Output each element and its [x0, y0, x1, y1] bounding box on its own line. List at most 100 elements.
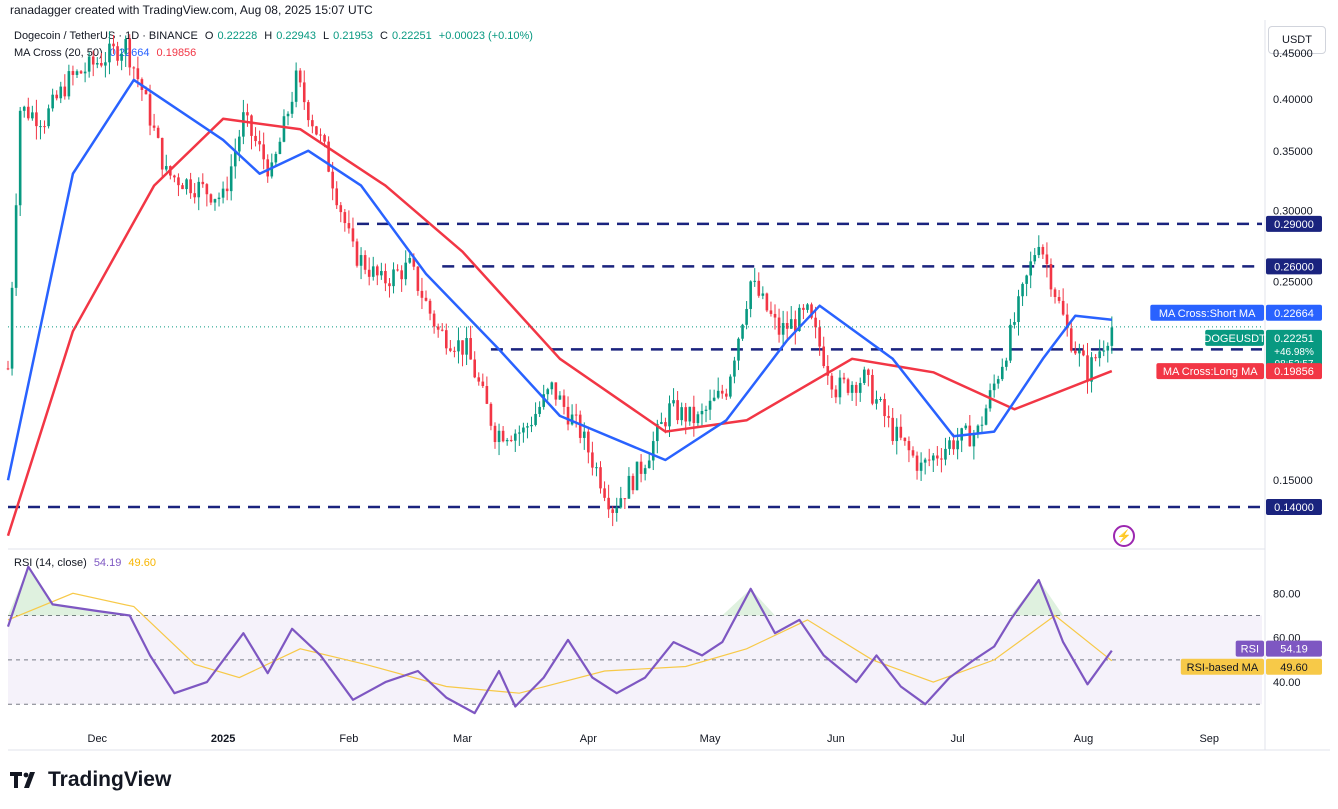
- candle-body[interactable]: [1009, 324, 1012, 361]
- candle-body[interactable]: [83, 71, 87, 74]
- candle-body[interactable]: [294, 70, 298, 102]
- candle-body[interactable]: [315, 126, 318, 135]
- candle-body[interactable]: [392, 269, 395, 287]
- candle-body[interactable]: [818, 327, 821, 347]
- candle-body[interactable]: [485, 386, 489, 404]
- candle-body[interactable]: [290, 101, 294, 114]
- candle-body[interactable]: [615, 507, 619, 513]
- candle-body[interactable]: [400, 270, 403, 280]
- candle-body[interactable]: [298, 70, 302, 83]
- candle-body[interactable]: [826, 366, 830, 376]
- candle-body[interactable]: [538, 406, 541, 414]
- candle-body[interactable]: [956, 440, 959, 450]
- candle-body[interactable]: [684, 407, 688, 422]
- candle-body[interactable]: [18, 110, 22, 206]
- candle-body[interactable]: [481, 381, 485, 387]
- candle-body[interactable]: [449, 348, 452, 351]
- candle-body[interactable]: [700, 410, 704, 415]
- candle-body[interactable]: [197, 181, 201, 198]
- candle-body[interactable]: [1005, 360, 1008, 367]
- candle-body[interactable]: [343, 212, 347, 224]
- candle-body[interactable]: [177, 177, 180, 186]
- candle-body[interactable]: [246, 112, 249, 116]
- candle-body[interactable]: [1057, 297, 1061, 301]
- ma-legend-name[interactable]: MA Cross (20, 50): [14, 47, 103, 59]
- candle-body[interactable]: [420, 290, 424, 298]
- candle-body[interactable]: [867, 369, 870, 375]
- candle-body[interactable]: [854, 384, 858, 393]
- candle-body[interactable]: [794, 319, 797, 331]
- candle-body[interactable]: [104, 62, 107, 66]
- candle-body[interactable]: [952, 440, 955, 450]
- candle-body[interactable]: [302, 82, 306, 103]
- candle-body[interactable]: [339, 205, 343, 213]
- rsi-legend-name[interactable]: RSI (14, close): [14, 557, 87, 569]
- candle-body[interactable]: [6, 368, 10, 370]
- candle-body[interactable]: [286, 113, 290, 117]
- candle-body[interactable]: [1049, 264, 1053, 290]
- candle-body[interactable]: [518, 432, 521, 434]
- candle-body[interactable]: [359, 255, 363, 266]
- candle-body[interactable]: [205, 184, 209, 195]
- candle-body[interactable]: [842, 377, 846, 380]
- candle-body[interactable]: [903, 437, 907, 442]
- candle-body[interactable]: [323, 135, 326, 142]
- candle-body[interactable]: [911, 450, 915, 456]
- candle-body[interactable]: [737, 338, 740, 361]
- candle-body[interactable]: [647, 460, 651, 469]
- candle-body[interactable]: [623, 498, 627, 500]
- candle-body[interactable]: [542, 394, 545, 407]
- candle-body[interactable]: [976, 425, 980, 434]
- candle-body[interactable]: [67, 71, 71, 97]
- candle-body[interactable]: [39, 126, 42, 128]
- candle-body[interactable]: [1086, 355, 1089, 382]
- candle-body[interactable]: [144, 90, 148, 95]
- candle-body[interactable]: [233, 151, 237, 167]
- candle-body[interactable]: [1094, 357, 1097, 359]
- candle-body[interactable]: [347, 223, 351, 229]
- candle-body[interactable]: [1017, 296, 1020, 323]
- candle-body[interactable]: [761, 293, 765, 296]
- candle-body[interactable]: [643, 468, 647, 474]
- candle-body[interactable]: [1078, 350, 1081, 354]
- candle-body[interactable]: [461, 340, 464, 355]
- candle-body[interactable]: [879, 399, 882, 401]
- candle-body[interactable]: [331, 171, 334, 189]
- candle-body[interactable]: [1021, 283, 1024, 297]
- candle-body[interactable]: [802, 307, 805, 310]
- candle-body[interactable]: [814, 317, 817, 328]
- candle-body[interactable]: [258, 141, 261, 145]
- candle-body[interactable]: [619, 498, 623, 508]
- candle-body[interactable]: [229, 166, 233, 192]
- candle-body[interactable]: [948, 440, 951, 449]
- candle-body[interactable]: [1061, 300, 1065, 315]
- candle-body[interactable]: [712, 397, 716, 401]
- candle-body[interactable]: [668, 403, 671, 427]
- candle-body[interactable]: [753, 280, 757, 282]
- candle-body[interactable]: [862, 369, 866, 384]
- candle-body[interactable]: [493, 425, 497, 443]
- candle-body[interactable]: [919, 462, 923, 471]
- candle-body[interactable]: [574, 414, 578, 416]
- candle-body[interactable]: [534, 413, 537, 425]
- candle-body[interactable]: [367, 269, 371, 277]
- symbol-title[interactable]: Dogecoin / TetherUS · 1D · BINANCE: [14, 30, 198, 42]
- candle-body[interactable]: [858, 383, 862, 393]
- candle-body[interactable]: [14, 205, 18, 288]
- candle-body[interactable]: [31, 112, 34, 119]
- candle-body[interactable]: [729, 376, 732, 397]
- candle-body[interactable]: [181, 185, 184, 190]
- candle-body[interactable]: [404, 262, 408, 280]
- candle-body[interactable]: [785, 323, 789, 329]
- candle-body[interactable]: [680, 407, 683, 421]
- candle-body[interactable]: [931, 455, 935, 461]
- candle-body[interactable]: [651, 441, 655, 461]
- candle-body[interactable]: [522, 427, 525, 433]
- candle-body[interactable]: [607, 497, 610, 510]
- candle-body[interactable]: [611, 509, 614, 513]
- candle-body[interactable]: [221, 188, 225, 198]
- candle-body[interactable]: [656, 423, 659, 442]
- candle-body[interactable]: [940, 458, 943, 460]
- candle-body[interactable]: [164, 166, 168, 170]
- candle-body[interactable]: [473, 359, 476, 378]
